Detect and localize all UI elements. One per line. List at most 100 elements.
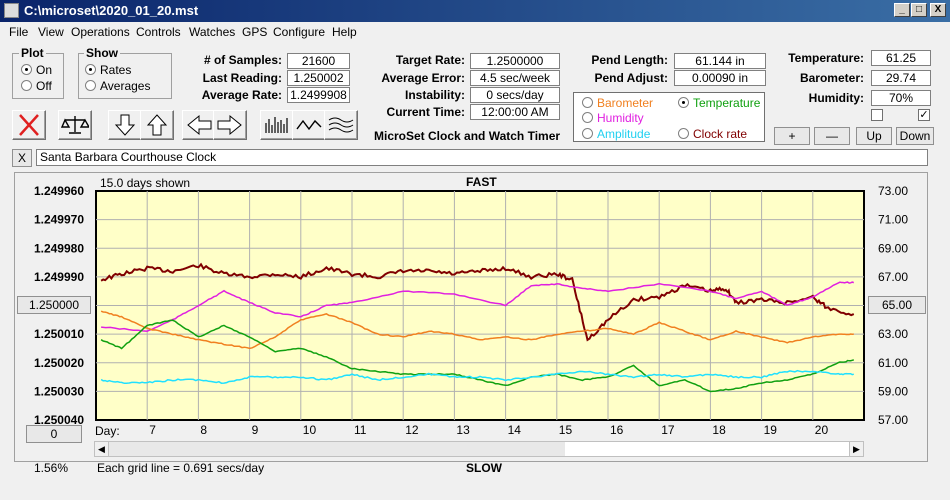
- scroll-thumb[interactable]: [565, 442, 849, 456]
- y-left-tick-label: 1.250030: [34, 384, 84, 398]
- app-caption: MicroSet Clock and Watch Timer: [374, 129, 561, 143]
- zero-button[interactable]: 0: [26, 425, 82, 443]
- multi-line-button[interactable]: [324, 110, 358, 140]
- window-title: C:\microset\2020_01_20.mst: [24, 3, 199, 18]
- arrow-up-button[interactable]: [140, 110, 174, 140]
- y-right-tick-label: 67.00: [878, 270, 908, 284]
- arrow-down-button[interactable]: [108, 110, 142, 140]
- show-rates-radio[interactable]: Rates: [85, 63, 131, 77]
- multi-wave-icon: [328, 117, 354, 133]
- series-line-temperature: [100, 319, 854, 393]
- bar-graph-button[interactable]: [260, 110, 294, 140]
- y-left-tick-label: 1.249990: [34, 270, 84, 284]
- grid-note: Each grid line = 0.691 secs/day: [97, 461, 265, 475]
- arrow-up-icon: [146, 114, 168, 136]
- menu-view[interactable]: View: [38, 25, 64, 39]
- checkbox-2[interactable]: ✓: [918, 109, 930, 121]
- line-wave-icon: [296, 119, 322, 131]
- pend-length-label: Pend Length:: [591, 53, 668, 67]
- x-tick-label: 20: [815, 423, 829, 437]
- arrow-right-icon: [217, 114, 242, 136]
- average-rate-label: Average Rate:: [201, 88, 282, 102]
- title-bar: C:\microset\2020_01_20.mst _ □ X: [0, 0, 950, 22]
- y-left-tick-label: 1.249980: [34, 241, 84, 255]
- barometer-label: Barometer:: [799, 71, 864, 85]
- maximize-button[interactable]: □: [911, 3, 927, 17]
- percent-readout: 1.56%: [34, 461, 69, 475]
- series-line-barometer: [100, 310, 854, 350]
- show-averages-radio[interactable]: Averages: [85, 79, 150, 93]
- horizontal-scrollbar[interactable]: ◀ ▶: [94, 441, 864, 457]
- scroll-right-icon[interactable]: ▶: [849, 442, 863, 456]
- minimize-button[interactable]: _: [894, 3, 910, 17]
- current-time-value: 12:00:00 AM: [470, 104, 560, 120]
- menu-operations[interactable]: Operations: [71, 25, 130, 39]
- plot-on-radio[interactable]: On: [21, 63, 52, 77]
- series-line-humidity: [101, 281, 855, 332]
- clock-name-input[interactable]: Santa Barbara Courthouse Clock: [36, 149, 928, 166]
- temperature-label: Temperature:: [788, 51, 864, 65]
- radio-dot-icon: [85, 64, 96, 75]
- sensor-humidity-radio[interactable]: Humidity: [582, 111, 644, 125]
- x-tick-label: 17: [661, 423, 675, 437]
- instability-value: 0 secs/day: [470, 87, 560, 103]
- y-right-tick-label: 63.00: [878, 327, 908, 341]
- instability-label: Instability:: [404, 88, 465, 102]
- day-label: Day:: [95, 424, 120, 438]
- x-tick-label: 13: [456, 423, 470, 437]
- clear-clock-button[interactable]: X: [12, 149, 32, 167]
- y-left-tick-label: 1.249970: [34, 213, 84, 227]
- y-right-tick-label: 61.00: [878, 356, 908, 370]
- y-right-tick-label: 69.00: [878, 241, 908, 255]
- pend-adjust-value: 0.00090 in: [674, 70, 766, 86]
- minus-button[interactable]: —: [814, 127, 850, 145]
- scroll-left-icon[interactable]: ◀: [95, 442, 109, 456]
- target-rate-value[interactable]: 1.2500000: [470, 53, 560, 69]
- y-left-tick-label: 1.250010: [34, 327, 84, 341]
- show-group-legend: Show: [84, 46, 120, 60]
- menu-help[interactable]: Help: [332, 25, 357, 39]
- x-tick-label: 7: [149, 423, 156, 437]
- stop-button[interactable]: [12, 110, 46, 140]
- menu-configure[interactable]: Configure: [273, 25, 326, 39]
- average-error-label: Average Error:: [381, 71, 465, 85]
- y-left-tick-label: 1.249960: [34, 184, 84, 198]
- samples-value: 21600: [287, 53, 350, 69]
- x-tick-label: 18: [712, 423, 726, 437]
- last-reading-label: Last Reading:: [202, 71, 282, 85]
- right-scale-button[interactable]: 65.00: [868, 296, 926, 314]
- menu-bar: File View Operations Controls Watches GP…: [0, 22, 950, 42]
- sensor-amplitude-radio[interactable]: Amplitude: [582, 127, 650, 141]
- close-button[interactable]: X: [930, 3, 946, 17]
- sensor-barometer-radio[interactable]: Barometer: [582, 96, 653, 110]
- balance-button[interactable]: [58, 110, 92, 140]
- days-shown: 15.0 days shown: [100, 176, 191, 190]
- menu-watches[interactable]: Watches: [189, 25, 236, 39]
- arrow-right-button[interactable]: [213, 110, 247, 140]
- menu-gps[interactable]: GPS: [242, 25, 268, 39]
- temperature-value: 61.25: [871, 50, 931, 66]
- humidity-label: Humidity:: [808, 91, 864, 105]
- x-tick-label: 14: [508, 423, 522, 437]
- sensor-clock-rate-radio[interactable]: Clock rate: [678, 127, 747, 141]
- menu-controls[interactable]: Controls: [136, 25, 181, 39]
- down-button[interactable]: Down: [896, 127, 934, 145]
- plot-off-radio[interactable]: Off: [21, 79, 52, 93]
- app-icon: [4, 3, 19, 18]
- x-tick-label: 10: [303, 423, 317, 437]
- x-tick-label: 12: [405, 423, 419, 437]
- slow-label: SLOW: [466, 461, 502, 475]
- pend-adjust-label: Pend Adjust:: [594, 71, 668, 85]
- menu-file[interactable]: File: [9, 25, 29, 39]
- up-button[interactable]: Up: [856, 127, 892, 145]
- sensor-temperature-radio[interactable]: Temperature: [678, 96, 760, 110]
- plus-button[interactable]: +: [774, 127, 810, 145]
- x-tick-label: 8: [200, 423, 207, 437]
- x-tick-label: 11: [354, 423, 367, 437]
- center-rate-button[interactable]: 1.250000: [17, 296, 91, 314]
- y-right-tick-label: 71.00: [878, 213, 908, 227]
- checkbox-1[interactable]: [871, 109, 883, 121]
- x-tick-label: 19: [764, 423, 778, 437]
- balance-scale-icon: [61, 116, 89, 134]
